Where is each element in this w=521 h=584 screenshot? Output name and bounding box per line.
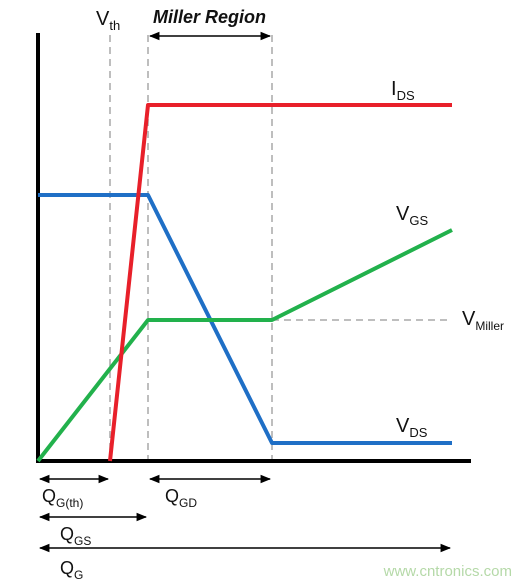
vds-label: VDS (396, 415, 428, 440)
vgs-label: VGS (396, 203, 428, 228)
watermark: www.cntronics.com (383, 563, 512, 580)
qg-label: QG (60, 558, 83, 582)
qgs-label: QGS (60, 524, 91, 548)
vmiller-label: VMiller (462, 308, 504, 333)
miller-region-label: Miller Region (153, 7, 266, 27)
vth-label: Vth (96, 8, 120, 33)
qgd-label: QGD (165, 486, 197, 510)
qgth-label: QG(th) (42, 486, 83, 510)
ids-curve (108, 103, 452, 462)
vgs-curve (36, 228, 453, 463)
ids-label: IDS (391, 78, 415, 103)
